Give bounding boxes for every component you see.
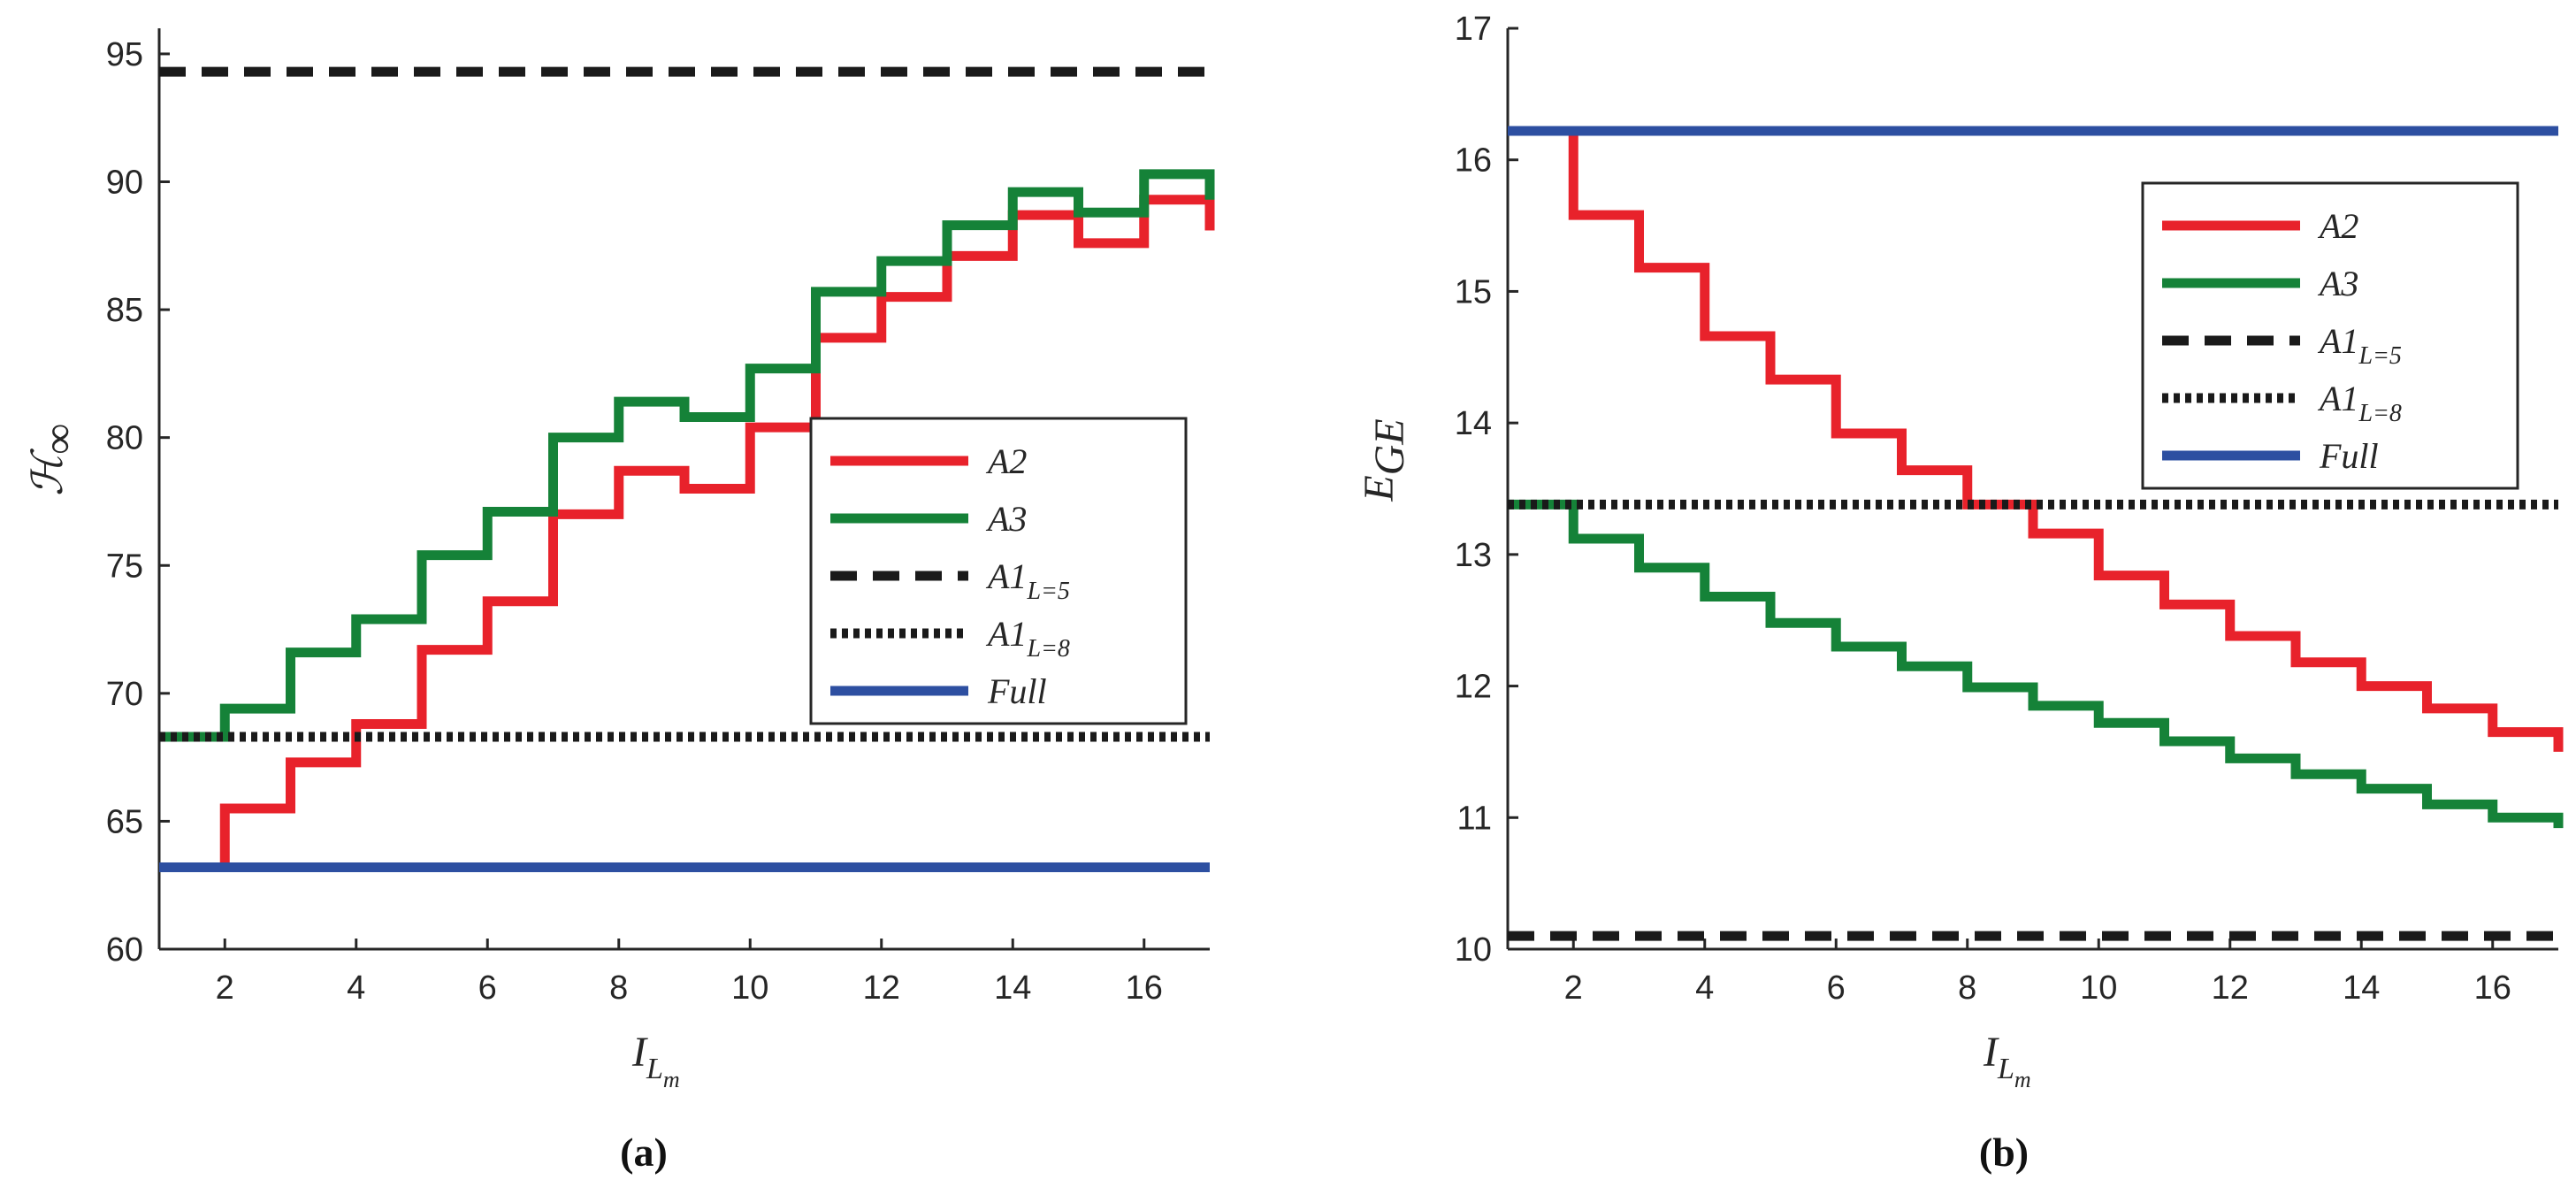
y-tick-label: 16	[1455, 142, 1492, 180]
y-tick-label: 70	[106, 676, 143, 713]
x-tick-label: 16	[2474, 969, 2511, 1007]
y-axis-label: ℋ∞	[25, 424, 82, 496]
legend-entry-a3-label: A3	[2317, 264, 2358, 303]
x-axis-label-sub: L	[646, 1053, 663, 1085]
legend-entry-full-name: Full	[2319, 436, 2379, 476]
y-tick-label: 90	[106, 165, 143, 202]
legend-entry-a1-l-8-name: A1	[985, 614, 1027, 654]
y-axis-label-sub: GE	[1366, 418, 1413, 475]
legend-entry-a3-name: A3	[985, 499, 1027, 539]
y-tick-label: 13	[1455, 537, 1492, 574]
y-tick-label: 60	[106, 931, 143, 969]
x-tick-label: 2	[216, 969, 234, 1007]
legend-entry-a3-label: A3	[985, 499, 1027, 539]
x-tick-label: 6	[1827, 969, 1846, 1007]
x-tick-label: 10	[731, 969, 768, 1007]
x-axis-label: ILm	[1983, 1029, 2031, 1092]
legend-entry-a1-l-8-label: A1L=8	[985, 614, 1070, 663]
legend-entry-a1-l-8-label: A1L=8	[2317, 379, 2402, 427]
x-tick-label: 10	[2080, 969, 2117, 1007]
series-a3-line	[159, 169, 1215, 742]
y-tick-label: 12	[1455, 669, 1492, 706]
x-tick-label: 4	[1695, 969, 1714, 1007]
legend-entry-a1-l-5-label: A1L=5	[985, 556, 1070, 605]
x-tick-label: 6	[478, 969, 497, 1007]
x-axis-label-sub: L	[1997, 1053, 2014, 1085]
legend-entry-a1-l-8-name: A1	[2317, 379, 2358, 418]
y-tick-label: 14	[1455, 405, 1492, 442]
x-tick-label: 12	[863, 969, 900, 1007]
legend-entry-a1-l-5-subscript: L=5	[2358, 342, 2401, 370]
y-axis-label-main: ℋ	[25, 448, 72, 496]
series-a2-line	[159, 195, 1215, 872]
legend-entry-a2-label: A2	[2317, 206, 2358, 246]
y-tick-label: 75	[106, 548, 143, 585]
y-tick-label: 85	[106, 292, 143, 329]
x-axis-label-main: I	[1983, 1029, 1999, 1076]
y-axis-label-main: E	[1356, 475, 1403, 502]
panel-caption: (a)	[620, 1130, 668, 1175]
y-tick-label: 15	[1455, 273, 1492, 310]
legend-entry-full-label: Full	[2319, 436, 2379, 476]
legend-entry-a1-l-5-name: A1	[985, 556, 1027, 596]
legend-entry-a2-name: A2	[2317, 206, 2358, 246]
legend-entry-a1-l-5-name: A1	[2317, 321, 2358, 361]
x-tick-label: 2	[1564, 969, 1583, 1007]
panel-caption: (b)	[1979, 1130, 2029, 1175]
x-tick-label: 14	[2343, 969, 2380, 1007]
legend-entry-a1-l-5-subscript: L=5	[1026, 578, 1069, 605]
x-tick-label: 4	[347, 969, 365, 1007]
x-axis-label-main: I	[631, 1029, 648, 1076]
x-tick-label: 12	[2212, 969, 2249, 1007]
legend-entry-a2-name: A2	[985, 441, 1027, 481]
y-tick-label: 11	[1457, 800, 1492, 837]
legend-box	[2141, 181, 2519, 490]
legend-entry-a2-label: A2	[985, 441, 1027, 481]
x-tick-label: 14	[994, 969, 1031, 1007]
y-tick-label: 17	[1455, 11, 1492, 48]
x-tick-label: 8	[609, 969, 628, 1007]
legend-entry-a1-l-5-label: A1L=5	[2317, 321, 2402, 370]
series-a3-line	[1508, 499, 2564, 829]
legend-entry-full-name: Full	[987, 671, 1047, 711]
y-tick-label: 65	[106, 803, 143, 840]
legend-entry-a3-name: A3	[2317, 264, 2358, 303]
x-axis-label-subsub: m	[2014, 1067, 2031, 1092]
y-tick-label: 10	[1455, 931, 1492, 969]
y-axis-label: EGE	[1356, 418, 1413, 502]
y-tick-label: 80	[106, 420, 143, 457]
x-axis-label-subsub: m	[663, 1067, 680, 1092]
series-a2-line	[1508, 126, 2564, 752]
x-tick-label: 8	[1958, 969, 1976, 1007]
legend-entry-full-label: Full	[987, 671, 1047, 711]
x-axis-label: ILm	[631, 1029, 680, 1092]
legend-entry-a1-l-8-subscript: L=8	[1026, 635, 1069, 663]
y-axis-label-sub: ∞	[35, 424, 82, 454]
legend-entry-a1-l-8-subscript: L=8	[2358, 400, 2401, 427]
y-tick-label: 95	[106, 36, 143, 73]
x-tick-label: 16	[1126, 969, 1163, 1007]
